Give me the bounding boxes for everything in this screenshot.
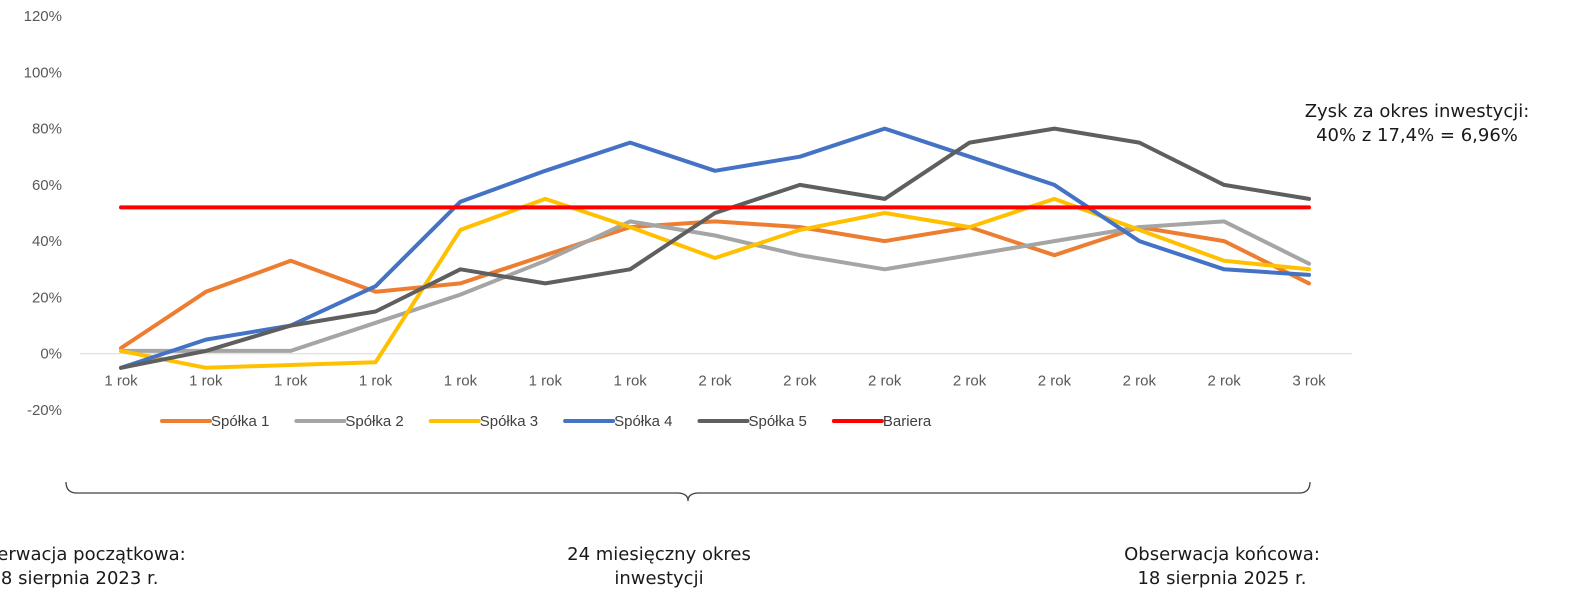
legend-item: Spółka 4 — [563, 413, 672, 430]
x-tick-label: 2 rok — [698, 373, 732, 390]
end-observation-line-2: 18 sierpnia 2025 r. — [1137, 568, 1307, 589]
series-line-sp-ka-2 — [119, 219, 1311, 353]
profit-annotation-line-2: 40% z 17,4% = 6,96% — [1316, 125, 1518, 146]
start-observation-note: Obserwacja początkowa: 18 sierpnia 2023 … — [0, 543, 234, 591]
x-tick-label: 1 rok — [444, 373, 478, 390]
legend-item: Bariera — [831, 413, 932, 430]
x-tick-label: 2 rok — [868, 373, 902, 390]
y-tick-label: 20% — [32, 289, 62, 306]
y-tick-label: 80% — [32, 121, 62, 138]
legend-label: Spółka 3 — [480, 413, 538, 430]
legend-item: Spółka 3 — [428, 413, 538, 430]
x-tick-label: 1 rok — [613, 373, 647, 390]
y-tick-label: 40% — [32, 233, 62, 250]
x-tick-label: 2 rok — [783, 373, 817, 390]
legend-item: Spółka 1 — [160, 413, 269, 430]
x-tick-label: 2 rok — [1123, 373, 1157, 390]
legend-label: Spółka 4 — [614, 413, 672, 430]
legend-label: Spółka 2 — [345, 413, 403, 430]
investment-period-line-2: inwestycji — [614, 568, 704, 589]
y-axis-labels: 120% 100% 80% 60% 40% 20% 0% -20% — [24, 8, 62, 419]
legend-item: Spółka 2 — [294, 413, 404, 430]
x-tick-label: 2 rok — [1207, 373, 1241, 390]
legend-label: Spółka 5 — [748, 413, 806, 430]
profit-annotation: Zysk za okres inwestycji: 40% z 17,4% = … — [1276, 100, 1558, 148]
y-tick-label: 120% — [24, 8, 62, 25]
legend-label: Spółka 1 — [211, 413, 269, 430]
investment-period-brace — [65, 481, 1311, 502]
investment-period-line-1: 24 miesięczny okres — [567, 544, 751, 565]
legend-label: Bariera — [883, 413, 932, 430]
x-tick-label: 1 rok — [359, 373, 393, 390]
x-tick-label: 1 rok — [104, 373, 138, 390]
y-tick-label: -20% — [27, 402, 62, 419]
x-tick-label: 3 rok — [1292, 373, 1326, 390]
investment-period-note: 24 miesięczny okres inwestycji — [509, 543, 809, 591]
start-observation-line-1: Obserwacja początkowa: — [0, 544, 186, 565]
series-line-sp-ka-5 — [119, 126, 1311, 370]
x-tick-label: 2 rok — [1038, 373, 1072, 390]
end-observation-note: Obserwacja końcowa: 18 sierpnia 2025 r. — [1072, 543, 1372, 591]
x-tick-label: 1 rok — [189, 373, 223, 390]
y-tick-label: 100% — [24, 64, 62, 81]
x-tick-label: 1 rok — [274, 373, 308, 390]
series-line-sp-ka-1 — [119, 219, 1311, 351]
x-axis-labels: 1 rok 1 rok 1 rok 1 rok 1 rok 1 rok 1 rok 2 rok… — [104, 373, 1326, 390]
series-line-sp-ka-4 — [119, 126, 1311, 370]
series-line-sp-ka-3 — [119, 196, 1311, 370]
y-tick-label: 0% — [40, 346, 62, 363]
legend-item: Spółka 5 — [697, 413, 807, 430]
end-observation-line-1: Obserwacja końcowa: — [1124, 544, 1320, 565]
legend: Spółka 1 Spółka 2 Spółka 3 Spółka 4 Spółka 5… — [160, 413, 932, 430]
series-lines — [119, 126, 1311, 370]
x-tick-label: 1 rok — [529, 373, 563, 390]
start-observation-line-2: 18 sierpnia 2023 r. — [0, 568, 159, 589]
profit-annotation-line-1: Zysk za okres inwestycji: — [1304, 101, 1530, 122]
y-tick-label: 60% — [32, 177, 62, 194]
x-tick-label: 2 rok — [953, 373, 987, 390]
